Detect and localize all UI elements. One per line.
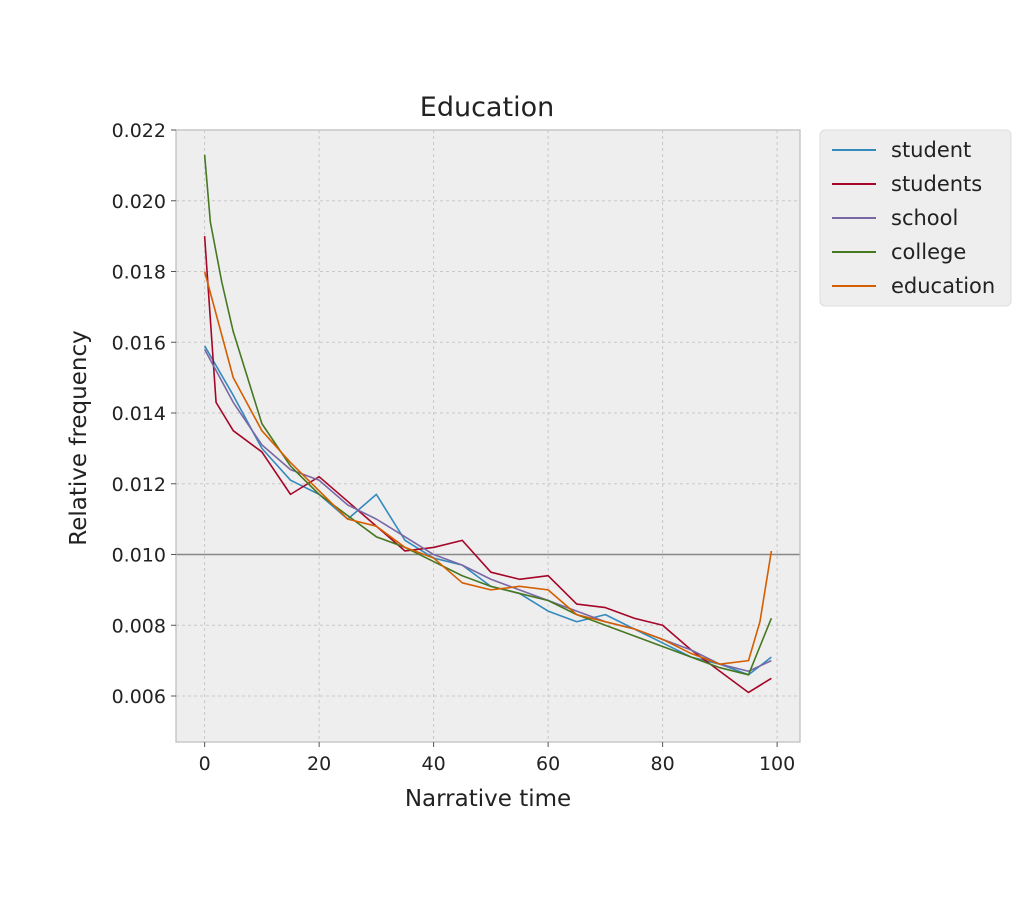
legend-label-students: students — [891, 172, 982, 196]
legend-label-education: education — [891, 274, 995, 298]
plot-frame — [175, 129, 801, 743]
x-tick-label: 100 — [759, 753, 795, 775]
y-tick-label: 0.010 — [112, 545, 166, 567]
legend-label-college: college — [891, 240, 966, 264]
x-tick-label: 0 — [199, 753, 211, 775]
y-axis: 0.006 0.008 0.010 0.012 0.014 0.016 0.018 0.020… — [112, 120, 176, 708]
legend-box — [819, 129, 1012, 307]
y-tick-label: 0.014 — [112, 403, 166, 425]
y-tick-label: 0.006 — [112, 686, 166, 708]
x-tick-label: 80 — [651, 753, 675, 775]
series-line-college — [203, 154, 773, 676]
series-lines — [203, 154, 773, 694]
legend: student students school college education — [819, 129, 1012, 307]
x-tick-label: 60 — [536, 753, 560, 775]
y-tick-label: 0.018 — [112, 262, 166, 284]
legend-label-student: student — [891, 138, 971, 162]
series-line-school — [203, 348, 772, 673]
y-tick-label: 0.022 — [112, 120, 166, 142]
y-tick-label: 0.008 — [112, 615, 166, 637]
series-line-education — [203, 271, 773, 665]
plot-background — [176, 130, 800, 742]
x-tick-label: 40 — [422, 753, 446, 775]
y-tick-label: 0.016 — [112, 332, 166, 354]
legend-label-school: school — [891, 206, 958, 230]
x-tick-label: 20 — [307, 753, 331, 775]
series-line-students — [203, 236, 772, 694]
y-tick-label: 0.012 — [112, 474, 166, 496]
y-tick-label: 0.020 — [112, 191, 166, 213]
chart-title: Education — [420, 92, 554, 123]
x-axis: 0 20 40 60 80 100 — [199, 742, 795, 775]
grid — [176, 129, 800, 742]
x-axis-title: Narrative time — [405, 786, 571, 812]
y-axis-title: Relative frequency — [66, 330, 92, 545]
